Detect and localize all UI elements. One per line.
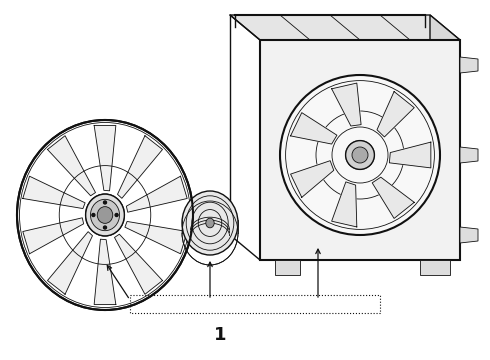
Ellipse shape [86, 194, 124, 236]
Polygon shape [332, 83, 361, 126]
Polygon shape [460, 227, 478, 243]
Ellipse shape [182, 191, 238, 255]
Polygon shape [94, 126, 116, 191]
Circle shape [345, 141, 374, 170]
Polygon shape [48, 136, 96, 196]
Polygon shape [460, 57, 478, 73]
Polygon shape [372, 177, 414, 219]
Polygon shape [125, 221, 187, 254]
Ellipse shape [97, 207, 113, 223]
Polygon shape [460, 147, 478, 163]
Polygon shape [390, 142, 431, 168]
Polygon shape [126, 176, 187, 212]
Polygon shape [48, 232, 93, 294]
Polygon shape [260, 40, 460, 260]
Polygon shape [23, 218, 84, 254]
Ellipse shape [97, 207, 113, 223]
Polygon shape [332, 182, 357, 227]
Polygon shape [430, 15, 460, 260]
Polygon shape [377, 91, 414, 137]
Ellipse shape [91, 199, 120, 231]
Polygon shape [275, 260, 300, 275]
Circle shape [280, 75, 440, 235]
Text: 1: 1 [214, 326, 226, 344]
Circle shape [115, 213, 118, 216]
Polygon shape [230, 15, 460, 40]
Ellipse shape [91, 199, 120, 231]
Ellipse shape [206, 218, 214, 228]
Polygon shape [291, 113, 337, 144]
Polygon shape [291, 161, 334, 197]
Polygon shape [420, 260, 450, 275]
Polygon shape [94, 239, 116, 305]
Circle shape [92, 213, 95, 216]
Polygon shape [118, 136, 163, 198]
Circle shape [352, 147, 368, 163]
Ellipse shape [86, 194, 124, 236]
Polygon shape [115, 234, 163, 294]
Circle shape [103, 226, 106, 229]
Polygon shape [23, 176, 85, 208]
Circle shape [103, 201, 106, 204]
